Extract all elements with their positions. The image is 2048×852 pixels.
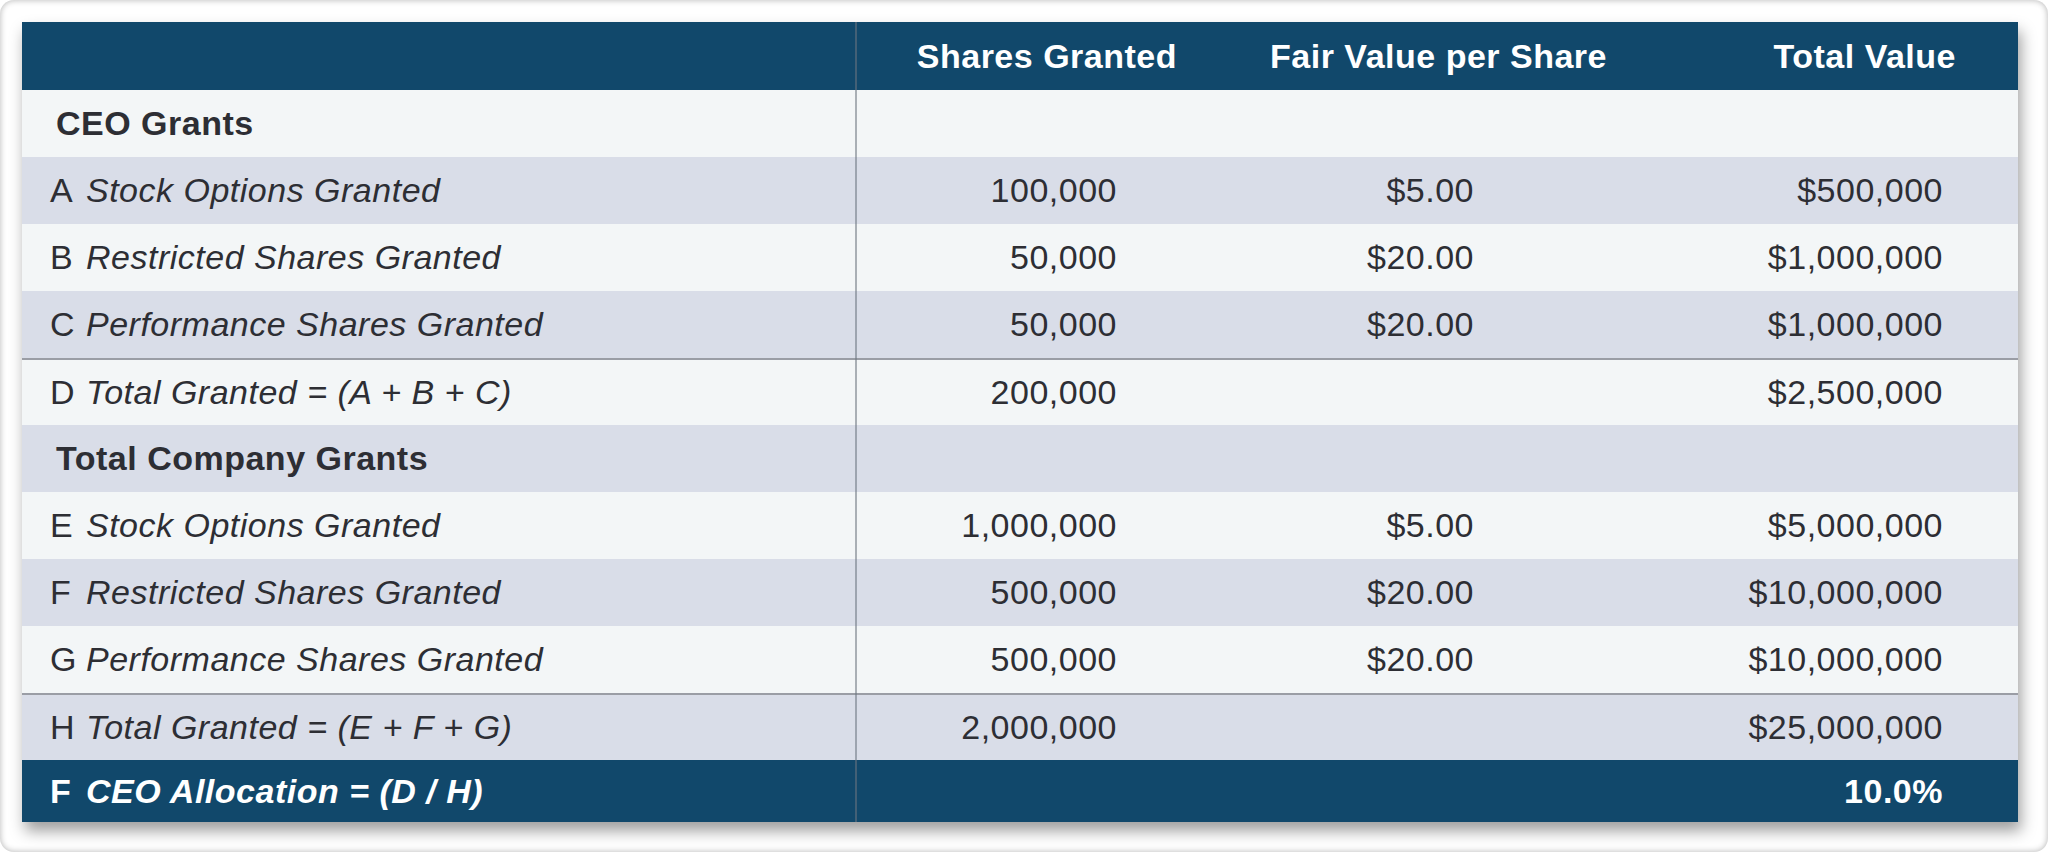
fair-value-cell: $20.00 (1185, 305, 1640, 344)
row-description: Stock Options Granted (86, 171, 440, 210)
fair-value-cell: $20.00 (1185, 573, 1640, 612)
screenshot-canvas: Shares Granted Fair Value per Share Tota… (0, 0, 2048, 852)
row-description: Restricted Shares Granted (86, 238, 501, 277)
table-row-b: B Restricted Shares Granted 50,000 $20.0… (22, 224, 2018, 291)
section-header-row-total-company-grants: Total Company Grants (22, 425, 2018, 492)
row-description: Performance Shares Granted (86, 640, 543, 679)
section-header-row-ceo-grants: CEO Grants (22, 90, 2018, 157)
total-value-cell: $1,000,000 (1640, 238, 2018, 277)
table-row-e: E Stock Options Granted 1,000,000 $5.00 … (22, 492, 2018, 559)
section-title: CEO Grants (22, 104, 855, 143)
total-value-cell: $10,000,000 (1640, 573, 2018, 612)
shares-cell: 500,000 (855, 573, 1185, 612)
row-letter: H (22, 708, 86, 747)
total-value-cell: $500,000 (1640, 171, 2018, 210)
total-value-cell: $10,000,000 (1640, 640, 2018, 679)
fair-value-cell: $5.00 (1185, 171, 1640, 210)
row-label-cell: C Performance Shares Granted (22, 305, 855, 344)
fair-value-cell: $5.00 (1185, 506, 1640, 545)
row-label-cell: G Performance Shares Granted (22, 640, 855, 679)
row-description: CEO Allocation = (D / H) (86, 772, 483, 811)
col-header-fair-value-per-share: Fair Value per Share (1185, 37, 1640, 76)
total-value-cell: $1,000,000 (1640, 305, 2018, 344)
shares-cell: 500,000 (855, 640, 1185, 679)
row-letter: A (22, 171, 86, 210)
row-letter: E (22, 506, 86, 545)
footer-row-ceo-allocation: F CEO Allocation = (D / H) 10.0% (22, 760, 2018, 822)
allocation-percentage: 10.0% (1640, 772, 2018, 811)
row-letter: F (22, 573, 86, 612)
table-row-c: C Performance Shares Granted 50,000 $20.… (22, 291, 2018, 358)
row-label-cell: F Restricted Shares Granted (22, 573, 855, 612)
fair-value-cell: $20.00 (1185, 238, 1640, 277)
table-row-d-total: D Total Granted = (A + B + C) 200,000 $2… (22, 358, 2018, 425)
col-header-shares-granted: Shares Granted (855, 37, 1185, 76)
row-label-cell: D Total Granted = (A + B + C) (22, 373, 855, 412)
row-letter: B (22, 238, 86, 277)
table-header-row: Shares Granted Fair Value per Share Tota… (22, 22, 2018, 90)
row-description: Total Granted = (A + B + C) (86, 373, 512, 412)
col-header-total-value: Total Value (1640, 37, 2018, 76)
table-row-f: F Restricted Shares Granted 500,000 $20.… (22, 559, 2018, 626)
row-label-cell: H Total Granted = (E + F + G) (22, 708, 855, 747)
shares-cell: 200,000 (855, 373, 1185, 412)
total-value-cell: $25,000,000 (1640, 708, 2018, 747)
grant-allocation-table: Shares Granted Fair Value per Share Tota… (22, 22, 2018, 822)
row-letter: D (22, 373, 86, 412)
shares-cell: 2,000,000 (855, 708, 1185, 747)
total-value-cell: $2,500,000 (1640, 373, 2018, 412)
row-label-cell: E Stock Options Granted (22, 506, 855, 545)
row-description: Performance Shares Granted (86, 305, 543, 344)
table-row-a: A Stock Options Granted 100,000 $5.00 $5… (22, 157, 2018, 224)
shares-cell: 50,000 (855, 305, 1185, 344)
shares-cell: 1,000,000 (855, 506, 1185, 545)
section-title: Total Company Grants (22, 439, 855, 478)
shares-cell: 50,000 (855, 238, 1185, 277)
row-description: Restricted Shares Granted (86, 573, 501, 612)
column-divider-line (855, 22, 857, 822)
row-label-cell: B Restricted Shares Granted (22, 238, 855, 277)
row-label-cell: A Stock Options Granted (22, 171, 855, 210)
row-letter: G (22, 640, 86, 679)
row-letter: F (22, 772, 86, 811)
row-label-cell: F CEO Allocation = (D / H) (22, 772, 855, 811)
row-description: Total Granted = (E + F + G) (86, 708, 512, 747)
table-row-h-total: H Total Granted = (E + F + G) 2,000,000 … (22, 693, 2018, 760)
row-letter: C (22, 305, 86, 344)
table-row-g: G Performance Shares Granted 500,000 $20… (22, 626, 2018, 693)
fair-value-cell: $20.00 (1185, 640, 1640, 679)
total-value-cell: $5,000,000 (1640, 506, 2018, 545)
row-description: Stock Options Granted (86, 506, 440, 545)
shares-cell: 100,000 (855, 171, 1185, 210)
